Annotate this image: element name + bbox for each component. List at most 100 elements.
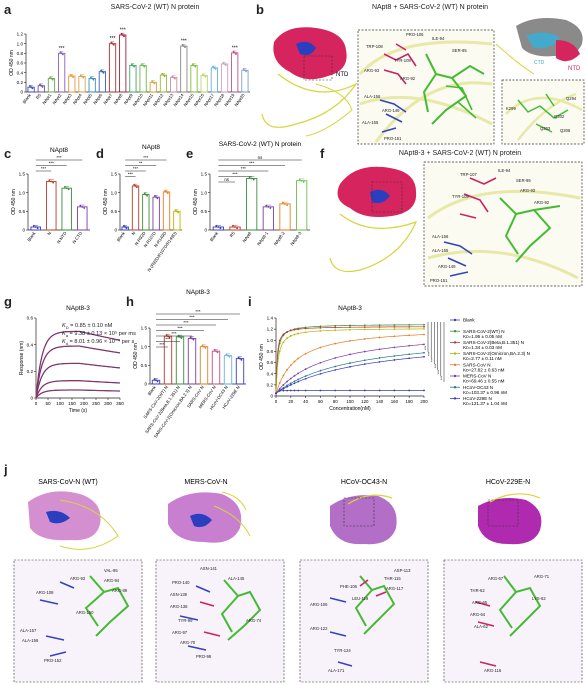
h-ytick-label: 1.5 xyxy=(141,326,148,331)
h-bar xyxy=(199,346,209,385)
a-point xyxy=(203,74,206,77)
i-ytick-label: 0.2 xyxy=(267,382,274,387)
e-category-label: NApt8-3 xyxy=(289,230,302,246)
a-point xyxy=(191,63,194,66)
i-ylabel: OD 450 nm xyxy=(259,344,265,370)
i-data-point xyxy=(304,389,307,392)
i-legend-name: Blank xyxy=(463,318,475,323)
i-data-point xyxy=(349,365,351,368)
c-point xyxy=(32,224,35,227)
c-point xyxy=(48,179,51,182)
c-ytick-label: 1.0 xyxy=(19,190,26,195)
svg-text:ARG-150: ARG-150 xyxy=(76,610,94,615)
i-data-point xyxy=(393,326,396,328)
svg-text:ALA-156: ALA-156 xyxy=(364,94,381,99)
h-sig-label: *** xyxy=(171,331,176,336)
h-point xyxy=(192,338,195,341)
c-bar xyxy=(61,187,73,231)
e-ytick-label: 0 xyxy=(204,228,207,233)
j-title-3: HCoV-OC43-N xyxy=(341,479,387,486)
i-data-point xyxy=(282,341,285,344)
svg-text:ARG-67: ARG-67 xyxy=(488,576,504,581)
i-data-point xyxy=(363,326,366,328)
a-point xyxy=(223,63,226,65)
a-point xyxy=(222,61,225,64)
panel-b-residue-labels: PRO-106 ILE-94 TRP-108 TYR-109 SER-95 AR… xyxy=(362,32,467,141)
a-point xyxy=(130,63,133,66)
i-data-point xyxy=(363,328,366,331)
h-bar xyxy=(163,335,173,385)
d-category-label: N xyxy=(130,231,136,236)
a-bar xyxy=(119,34,127,93)
j-column-1: SARS-CoV-N (WT) VAL-95 ARG-93 ARG-94 ARG… xyxy=(13,479,143,683)
i-data-point xyxy=(278,339,281,342)
i-sig-label: *** xyxy=(427,351,431,356)
i-data-point xyxy=(378,326,381,328)
svg-text:TRP-107: TRP-107 xyxy=(460,172,477,177)
i-data-point xyxy=(363,338,366,340)
e-point xyxy=(215,224,218,227)
i-data-point xyxy=(289,364,292,367)
h-point xyxy=(168,336,171,339)
i-data-point xyxy=(289,377,292,380)
a-category-label: R5 xyxy=(35,92,43,100)
e-point xyxy=(217,226,220,228)
i-data-point xyxy=(297,372,300,375)
a-bar xyxy=(231,52,239,93)
e-sig-label: ns xyxy=(258,155,263,160)
panel-g-kinetics: KD = 0.85 ± 0.10 nM Ka = 9.38 ± 0.13 × 1… xyxy=(62,323,136,347)
a-point xyxy=(69,73,72,76)
i-xtick-label: 20 xyxy=(288,399,293,404)
i-xtick-label: 100 xyxy=(346,399,354,404)
g-ytick-label: 0.4 xyxy=(27,342,34,347)
i-data-point xyxy=(363,363,366,366)
panel-a-title: SARS-CoV-2 (WT) N protein xyxy=(110,4,200,11)
i-data-point xyxy=(286,380,288,383)
h-category-label: Blank xyxy=(147,384,158,396)
a-bar xyxy=(170,77,178,93)
i-data-point xyxy=(297,389,300,392)
i-data-point xyxy=(334,329,337,332)
e-sig-label: ns xyxy=(224,177,229,182)
i-legend-marker xyxy=(453,330,457,333)
i-data-point xyxy=(286,385,288,388)
i-data-point xyxy=(393,328,396,331)
j-column-2: MERS-CoV-N ASN-141 PRO-140 ALA-145 ASN-1… xyxy=(155,479,285,683)
a-point xyxy=(59,51,62,54)
a-significance: *** xyxy=(181,39,187,45)
i-legend-marker xyxy=(453,341,457,344)
i-ytick-label: 0.8 xyxy=(267,349,274,354)
panel-b-residue-labels-2: K299 Q294 Q302 Q303 Q306 xyxy=(506,96,577,133)
a-bar xyxy=(241,69,249,93)
i-data-point xyxy=(282,374,285,377)
panel-f-structure: ILE-94 SER-95 TYR-109 TRP-107 ARG-93 ARG… xyxy=(329,161,583,287)
a-point xyxy=(140,63,143,66)
d-sig-label: ** xyxy=(139,161,143,166)
a-point xyxy=(132,64,134,67)
d-point xyxy=(122,224,125,227)
h-point xyxy=(228,355,231,358)
a-ytick-label: 1.0 xyxy=(17,41,24,46)
a-bar xyxy=(200,75,208,93)
i-title: NApt8-3 xyxy=(338,305,362,312)
a-point xyxy=(102,72,105,74)
a-point xyxy=(70,75,73,77)
i-data-point xyxy=(378,328,381,331)
i-data-point xyxy=(378,324,381,326)
i-data-point xyxy=(286,330,288,333)
a-category-label: NApt1 xyxy=(41,92,52,105)
d-point xyxy=(177,211,180,214)
svg-text:ARG-149: ARG-149 xyxy=(382,108,400,113)
i-ytick-label: 0 xyxy=(270,394,273,399)
i-data-point xyxy=(278,387,281,390)
j-column-3: HCoV-OC43-N ASP-113 THR-115 PHE-106 ARG-… xyxy=(299,479,429,683)
i-data-point xyxy=(408,334,411,337)
i-data-point xyxy=(297,380,300,383)
a-point xyxy=(120,32,123,35)
g-title: NApt8-3 xyxy=(66,305,90,312)
a-significance: *** xyxy=(232,45,238,51)
h-sig-label: *** xyxy=(183,320,188,325)
i-data-point xyxy=(334,369,337,371)
c-ytick-label: 0 xyxy=(22,228,25,233)
